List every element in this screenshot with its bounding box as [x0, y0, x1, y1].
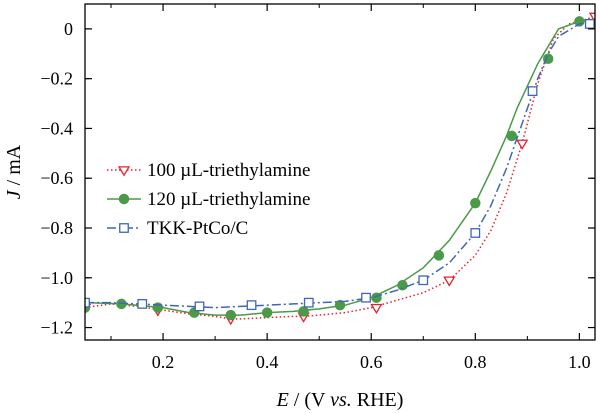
series-3-point [527, 86, 538, 97]
legend-swatch-marker [118, 193, 130, 205]
x-tick-label: 0.8 [464, 352, 487, 372]
x-tick-label: 0.4 [256, 352, 279, 372]
x-axis-label-vs: vs. [330, 389, 352, 411]
series-2-point [334, 299, 346, 311]
legend-item: 100 µL-triethylamine [107, 160, 310, 181]
series-3-point [418, 275, 429, 286]
legend-item: 120 µL-triethylamine [107, 189, 310, 210]
series-layer [85, 12, 595, 326]
x-tick-label: 0.2 [152, 352, 175, 372]
series-1-point [515, 139, 529, 150]
series-2-point [506, 130, 517, 142]
x-axis-label-post: RHE) [352, 389, 404, 411]
series-3-point [194, 301, 205, 312]
legend-label: 100 µL-triethylamine [147, 160, 310, 181]
legend-swatch-marker [117, 166, 131, 177]
legend-swatch-marker [119, 223, 129, 233]
legend-item: TKK-PtCo/C [107, 218, 248, 239]
y-tick-label: −1.0 [40, 268, 73, 288]
y-tick-label: −0.8 [40, 218, 73, 238]
series-2-point [225, 309, 236, 321]
series-3-point [361, 292, 371, 303]
series-1-point [443, 276, 456, 287]
axes-ticks [85, 4, 595, 340]
x-tick-label: 1.0 [568, 352, 591, 372]
y-tick-label: −1.2 [40, 318, 73, 338]
series-2-point [371, 292, 382, 303]
series-2-point [470, 197, 481, 209]
axis-tick-labels: 0.2 0.4 0.6 0.8 1.0 0 −0.2 −0.4 −0.6 −0.8 −1.0 −1.2 [40, 19, 590, 372]
series-3-line [85, 20, 595, 309]
series-3-point [85, 297, 90, 308]
y-tick-label: −0.4 [40, 118, 73, 138]
series-3-point [137, 299, 148, 309]
series-2-point [261, 307, 273, 318]
x-axis-label: E / (V vs. RHE) [276, 389, 404, 411]
series-3-point [470, 228, 481, 238]
y-tick-label: −0.2 [40, 69, 73, 89]
x-axis-label-var: E [276, 389, 289, 411]
series-3-point [246, 300, 257, 311]
series-3-point [584, 19, 595, 29]
series-2-point [397, 279, 408, 291]
y-axis-label: J / mA [3, 144, 25, 199]
plot-frame [84, 3, 596, 341]
series-3 [85, 19, 595, 312]
y-axis-label-var: J [3, 189, 25, 199]
y-tick-label: −0.6 [40, 168, 73, 188]
series-3-point [303, 297, 314, 308]
series-2-point [298, 306, 309, 317]
x-tick-label: 0.6 [360, 352, 383, 372]
y-tick-label: 0 [64, 19, 73, 39]
series-2-line [85, 18, 595, 316]
x-axis-label-pre: / (V [289, 389, 330, 411]
series-1-point [370, 303, 383, 315]
series-2-point [433, 250, 445, 261]
legend-label: 120 µL-triethylamine [147, 189, 310, 210]
legend-label: TKK-PtCo/C [147, 218, 248, 239]
legend: 100 µL-triethylamine 120 µL-triethylamine… [107, 160, 310, 239]
y-axis-label-post: / mA [3, 144, 25, 190]
